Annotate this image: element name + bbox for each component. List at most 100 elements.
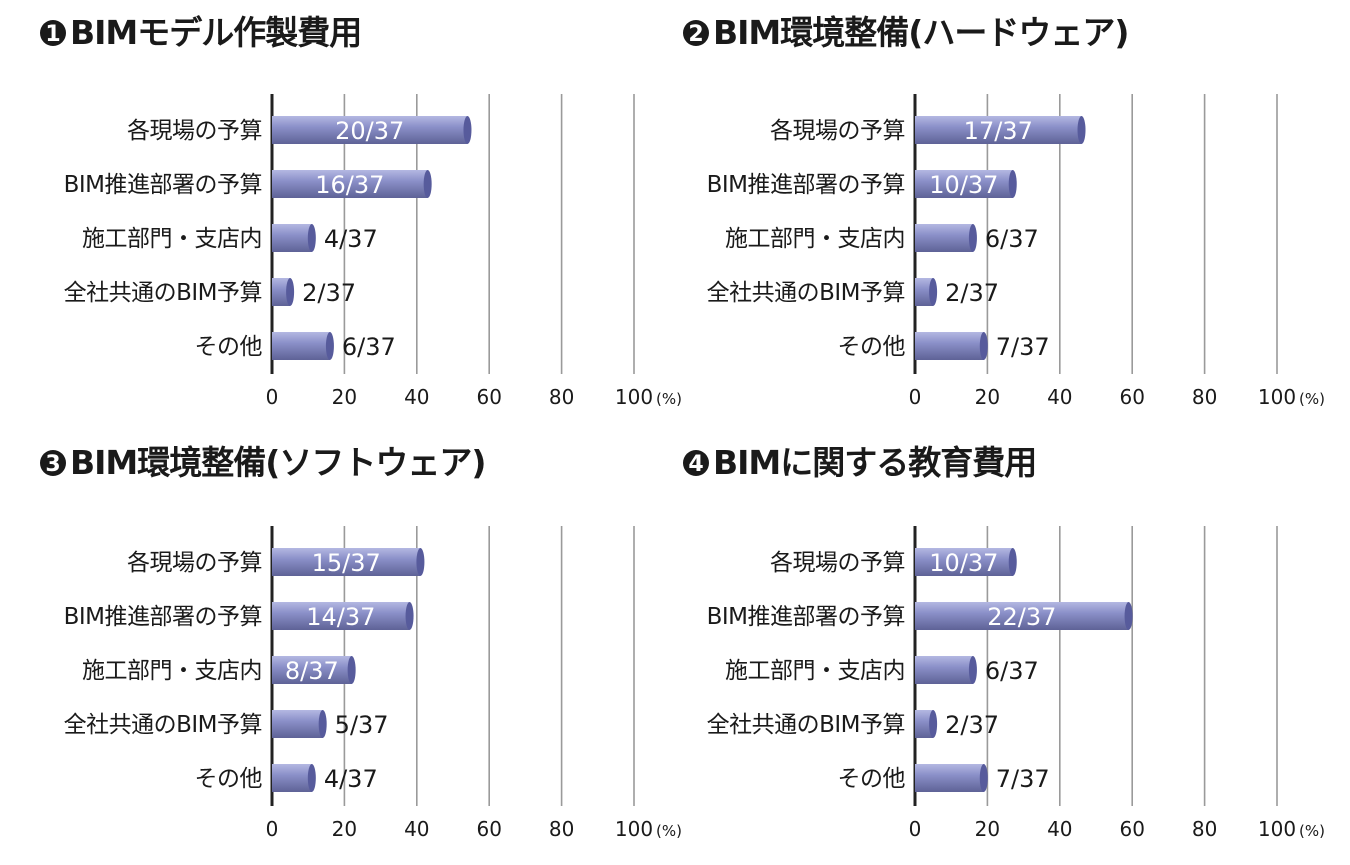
title-number-marker <box>683 20 709 46</box>
x-tick-label: 100 <box>1258 817 1296 841</box>
category-label: 全社共通のBIM予算 <box>64 712 262 738</box>
bar <box>272 710 323 738</box>
bar-end-cap <box>423 170 432 198</box>
bar-end-cap <box>286 278 295 306</box>
x-tick-label: 100 <box>1258 385 1296 409</box>
category-label: その他 <box>195 334 263 360</box>
x-tick-label: 60 <box>476 385 501 409</box>
x-tick-label: 80 <box>549 817 574 841</box>
x-tick-label: 0 <box>909 385 922 409</box>
x-tick-label: 0 <box>909 817 922 841</box>
title-number: 2 <box>688 22 703 47</box>
bar <box>915 656 973 684</box>
bar <box>272 764 312 792</box>
bar-end-cap <box>979 332 988 360</box>
title-number: 4 <box>688 452 703 477</box>
category-label: 全社共通のBIM予算 <box>707 280 905 306</box>
x-tick-label: 60 <box>1119 385 1144 409</box>
bar-end-cap <box>929 278 938 306</box>
bar <box>915 602 1129 630</box>
data-label: 7/37 <box>996 765 1050 793</box>
bar-end-cap <box>307 224 316 252</box>
chart-title: BIM環境整備(ハードウェア) <box>713 13 1128 52</box>
bar-end-cap <box>1008 170 1017 198</box>
x-tick-label: 20 <box>332 817 357 841</box>
data-label: 7/37 <box>996 333 1050 361</box>
x-tick-label: 40 <box>404 817 429 841</box>
bar-end-cap <box>979 764 988 792</box>
bar-end-cap <box>318 710 327 738</box>
chart-title: BIMに関する教育費用 <box>713 443 1036 482</box>
data-label: 20/37 <box>335 117 404 145</box>
data-label: 2/37 <box>302 279 356 307</box>
bar-end-cap <box>405 602 414 630</box>
category-label: BIM推進部署の予算 <box>64 172 262 198</box>
category-label: その他 <box>838 766 906 792</box>
bar-end-cap <box>1008 548 1017 576</box>
title-number-marker <box>40 20 66 46</box>
title-number-marker <box>40 450 66 476</box>
bar <box>272 602 410 630</box>
x-tick-label: 20 <box>332 385 357 409</box>
data-label: 2/37 <box>945 279 999 307</box>
category-label: 施工部門・支店内 <box>725 658 905 684</box>
data-label: 5/37 <box>335 711 389 739</box>
data-label: 10/37 <box>929 549 998 577</box>
category-label: 各現場の予算 <box>127 118 262 144</box>
category-label: 全社共通のBIM予算 <box>64 280 262 306</box>
category-label: その他 <box>838 334 906 360</box>
category-label: 施工部門・支店内 <box>82 226 262 252</box>
bar <box>915 224 973 252</box>
x-tick-label: 0 <box>266 385 279 409</box>
data-label: 4/37 <box>324 225 378 253</box>
x-tick-label: 100 <box>615 817 653 841</box>
x-tick-label: 80 <box>1192 817 1217 841</box>
bar <box>272 278 291 306</box>
category-label: 各現場の予算 <box>770 550 905 576</box>
bar <box>272 656 352 684</box>
x-tick-label: 40 <box>404 385 429 409</box>
category-label: 各現場の予算 <box>127 550 262 576</box>
chart-panel-1: 1 BIMモデル作製費用 0 20 40 60 80 100 (%) 各現場の予算 20/37 BIM… <box>40 13 682 409</box>
bar <box>272 170 428 198</box>
category-label: 施工部門・支店内 <box>82 658 262 684</box>
data-label: 4/37 <box>324 765 378 793</box>
bar-end-cap <box>463 116 472 144</box>
data-label: 10/37 <box>929 171 998 199</box>
x-axis-unit: (%) <box>656 390 682 408</box>
data-label: 6/37 <box>985 225 1039 253</box>
x-tick-label: 40 <box>1047 817 1072 841</box>
data-label: 17/37 <box>964 117 1033 145</box>
x-axis-unit: (%) <box>1299 822 1325 840</box>
x-tick-label: 0 <box>266 817 279 841</box>
category-label: その他 <box>195 766 263 792</box>
title-number-marker <box>683 450 709 476</box>
title-number: 3 <box>45 452 60 477</box>
bar-end-cap <box>968 224 977 252</box>
bar-end-cap <box>416 548 425 576</box>
data-label: 16/37 <box>315 171 384 199</box>
bar-end-cap <box>1124 602 1133 630</box>
data-label: 22/37 <box>987 603 1056 631</box>
bar-end-cap <box>307 764 316 792</box>
category-label: BIM推進部署の予算 <box>707 172 905 198</box>
bar <box>915 548 1013 576</box>
data-label: 14/37 <box>306 603 375 631</box>
category-label: BIM推進部署の予算 <box>64 604 262 630</box>
chart-panel-2: 2 BIM環境整備(ハードウェア) 0 20 40 60 80 100 (%) 各現場の予算 17/… <box>683 13 1325 409</box>
x-axis-unit: (%) <box>656 822 682 840</box>
x-tick-label: 20 <box>975 385 1000 409</box>
data-label: 15/37 <box>312 549 381 577</box>
bar-end-cap <box>929 710 938 738</box>
bar-end-cap <box>968 656 977 684</box>
bar <box>915 170 1013 198</box>
data-label: 8/37 <box>285 657 339 685</box>
category-label: 施工部門・支店内 <box>725 226 905 252</box>
data-label: 2/37 <box>945 711 999 739</box>
x-tick-label: 60 <box>476 817 501 841</box>
bar <box>915 710 934 738</box>
category-label: 全社共通のBIM予算 <box>707 712 905 738</box>
x-tick-label: 40 <box>1047 385 1072 409</box>
x-tick-label: 80 <box>549 385 574 409</box>
